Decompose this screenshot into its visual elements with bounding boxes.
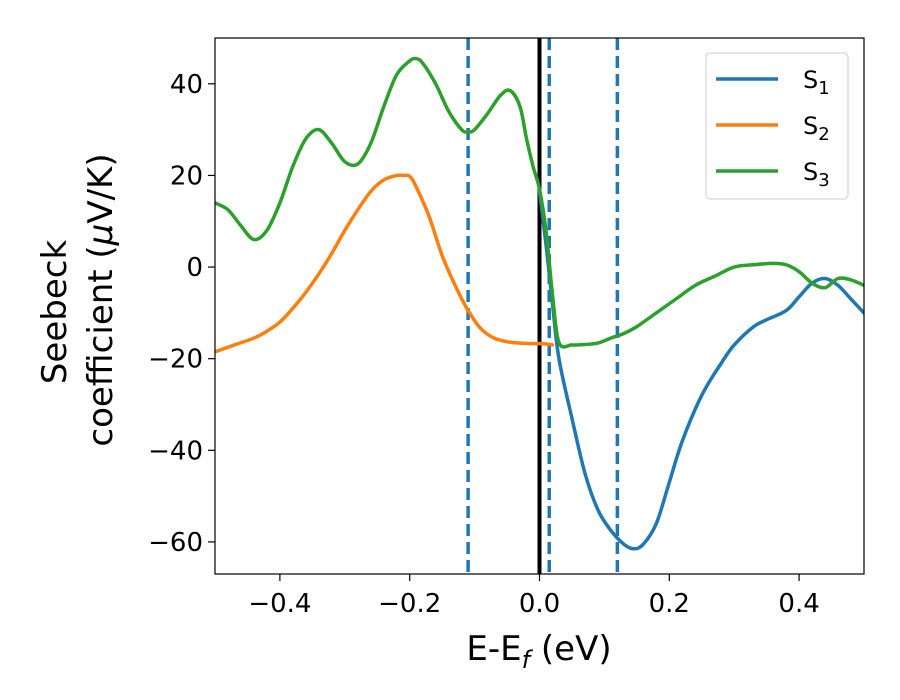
y-tick-label: 20 bbox=[170, 161, 203, 191]
x-tick-label: 0.4 bbox=[778, 589, 819, 619]
series-group bbox=[215, 56, 864, 551]
legend-label-s2: S2 bbox=[803, 112, 830, 145]
x-tick-label: −0.4 bbox=[248, 589, 311, 619]
x-tick-label: 0.2 bbox=[649, 589, 690, 619]
x-axis-label: E-Ef (eV) bbox=[466, 629, 611, 674]
y-axis: −60 −40 −20 0 20 40 bbox=[148, 70, 215, 558]
y-tick-label: −60 bbox=[148, 528, 203, 558]
y-tick-label: −20 bbox=[148, 345, 203, 375]
legend: S1 S2 S3 bbox=[705, 52, 849, 200]
y-tick-label: −40 bbox=[148, 436, 203, 466]
x-axis: −0.4 −0.2 0.0 0.2 0.4 bbox=[248, 574, 820, 619]
x-tick-label: 0.0 bbox=[519, 589, 560, 619]
y-axis-label-line2: coefficient (μV/K) bbox=[81, 153, 121, 446]
reference-lines bbox=[466, 38, 620, 574]
y-tick-label: 40 bbox=[170, 70, 203, 100]
legend-label-s1: S1 bbox=[803, 66, 830, 99]
legend-label-s3: S3 bbox=[803, 158, 830, 191]
y-axis-label-line1: Seebeck bbox=[35, 240, 75, 385]
series-line-s2 bbox=[215, 173, 555, 354]
y-axis-label: Seebeck coefficient (μV/K) bbox=[35, 153, 121, 446]
y-tick-label: 0 bbox=[186, 253, 203, 283]
x-tick-label: −0.2 bbox=[378, 589, 441, 619]
series-line-s3 bbox=[215, 56, 864, 349]
